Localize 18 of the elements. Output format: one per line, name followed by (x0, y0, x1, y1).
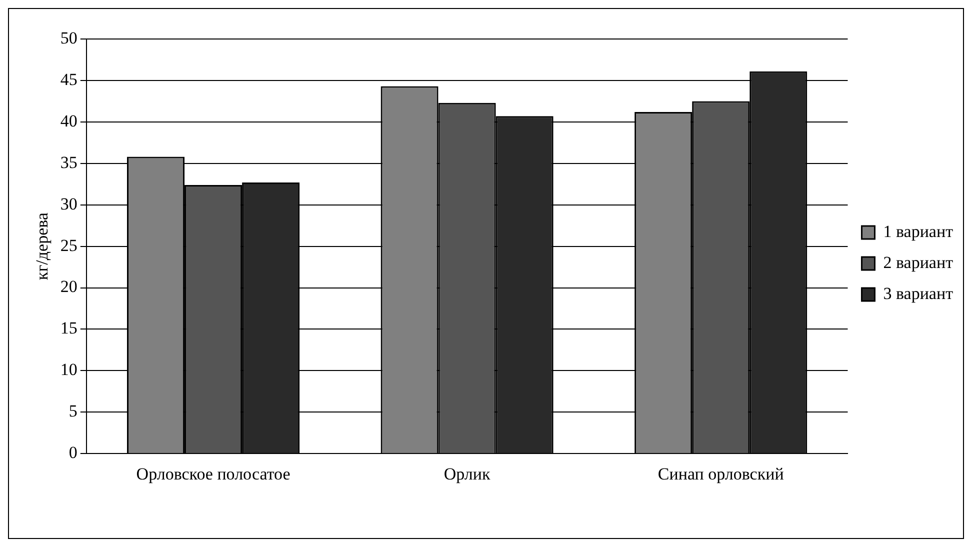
y-tick-label: 45 (60, 70, 78, 89)
y-axis-title: кг/дерева (32, 212, 52, 280)
x-tick-label: Орловское полосатое (136, 464, 290, 484)
y-tick-label: 25 (60, 236, 78, 255)
y-tick-label: 40 (60, 111, 78, 130)
y-tick-label: 50 (60, 28, 78, 48)
y-tick-label: 35 (60, 152, 78, 172)
x-tick-label: Синап орловский (658, 464, 784, 484)
y-tick-label: 10 (60, 360, 78, 380)
y-tick-label: 15 (60, 318, 78, 338)
x-tick-label: Орлик (444, 464, 491, 484)
legend-label: 1 вариант (883, 222, 954, 241)
y-tick-label: 0 (68, 443, 78, 462)
y-tick-label: 5 (68, 402, 78, 421)
y-tick-label: 30 (60, 194, 78, 214)
legend-label: 3 вариант (883, 284, 954, 303)
legend-label: 2 вариант (883, 252, 954, 272)
y-tick-label: 20 (60, 277, 78, 296)
